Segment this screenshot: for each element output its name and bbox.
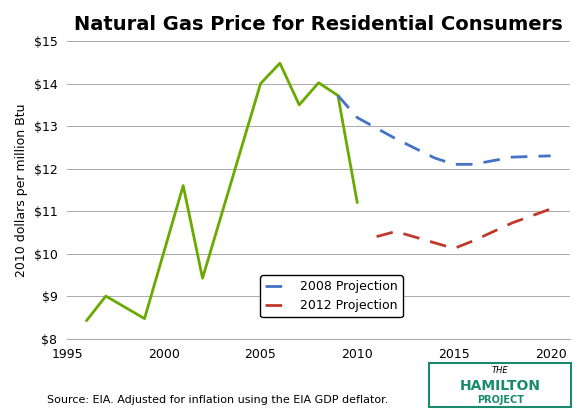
Text: HAMILTON: HAMILTON [460,379,541,393]
Text: Source: EIA. Adjusted for inflation using the EIA GDP deflator.: Source: EIA. Adjusted for inflation usin… [47,395,388,405]
Legend: 2008 Projection, 2012 Projection: 2008 Projection, 2012 Projection [260,275,403,317]
Title: Natural Gas Price for Residential Consumers: Natural Gas Price for Residential Consum… [74,15,563,34]
FancyBboxPatch shape [429,363,572,407]
Text: PROJECT: PROJECT [477,395,524,405]
Y-axis label: 2010 dollars per million Btu: 2010 dollars per million Btu [15,103,28,276]
Text: THE: THE [492,366,508,375]
